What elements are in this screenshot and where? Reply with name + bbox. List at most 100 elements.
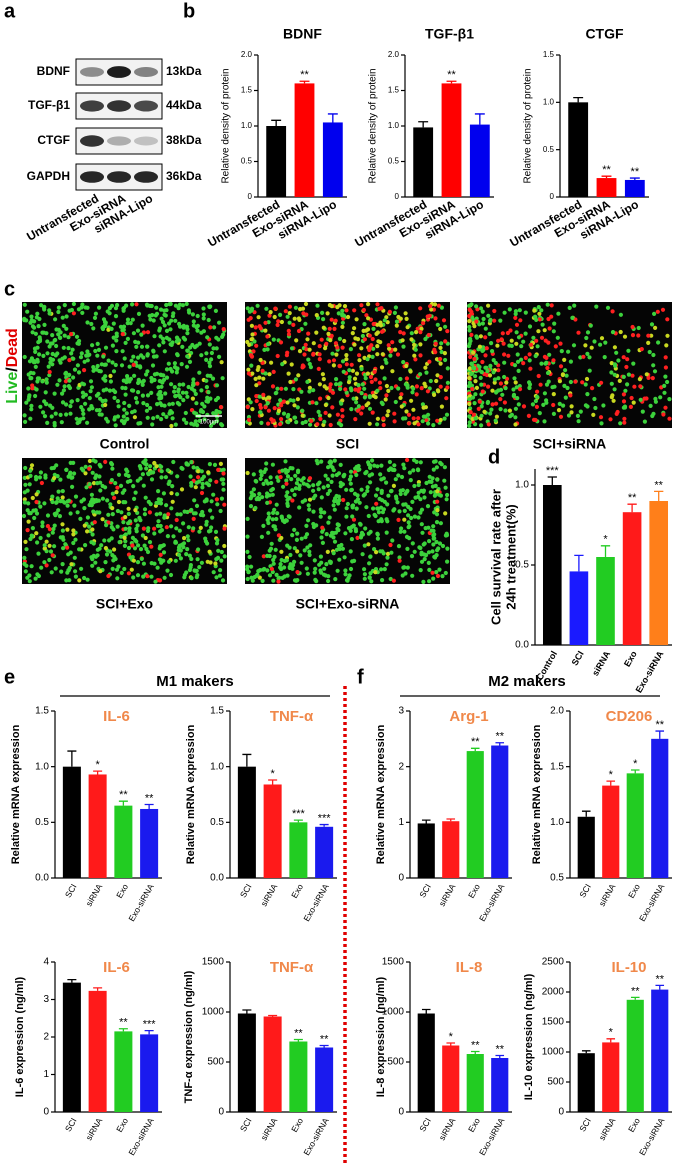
y-tick-label: 2500 — [542, 957, 565, 968]
cell — [89, 321, 94, 327]
cell — [367, 575, 372, 580]
cell — [49, 466, 54, 471]
cell — [345, 501, 350, 507]
error-bar — [474, 113, 485, 125]
cell — [245, 470, 250, 476]
cell — [382, 318, 387, 323]
cell — [609, 370, 614, 375]
bar — [491, 745, 509, 878]
cell — [45, 513, 51, 518]
cell — [182, 536, 187, 541]
cell — [219, 558, 224, 563]
cell — [438, 345, 443, 350]
cell — [250, 371, 255, 376]
error-bar — [418, 121, 429, 128]
y-tick-label: 1.5 — [543, 50, 555, 59]
bar — [263, 1016, 282, 1112]
cell — [293, 305, 298, 310]
cell — [445, 559, 450, 564]
cell — [485, 399, 491, 405]
cell — [478, 306, 484, 311]
cell — [617, 378, 622, 383]
error-bar — [655, 984, 665, 990]
cell — [337, 303, 342, 308]
cell — [106, 573, 111, 579]
cell — [304, 523, 309, 529]
cell — [491, 358, 496, 363]
cell — [434, 465, 439, 470]
cell — [335, 412, 340, 417]
cell — [502, 310, 507, 315]
cell — [410, 390, 415, 395]
cell — [508, 328, 513, 333]
cell — [121, 414, 126, 419]
error-bar — [271, 119, 282, 126]
cell — [127, 529, 132, 534]
cell — [45, 524, 51, 529]
cell — [498, 407, 503, 412]
cell — [63, 542, 68, 547]
cell — [587, 368, 592, 373]
cell — [394, 323, 399, 328]
cell — [56, 305, 62, 310]
cell — [368, 374, 374, 380]
bar — [602, 785, 620, 878]
cell — [175, 336, 180, 341]
y-tick-label: 0 — [218, 1107, 224, 1118]
cell — [94, 498, 99, 503]
cell — [22, 555, 27, 561]
error-bar — [573, 96, 584, 103]
cell — [22, 302, 27, 307]
cell — [32, 515, 37, 521]
cell — [169, 524, 174, 529]
cell — [531, 335, 536, 340]
cell — [145, 528, 151, 534]
cell — [64, 326, 69, 331]
cell — [380, 510, 385, 515]
cell — [409, 337, 414, 342]
significance: ** — [655, 973, 664, 985]
bar — [114, 805, 133, 878]
cell — [122, 488, 127, 493]
cell — [154, 512, 159, 517]
cell — [491, 370, 496, 375]
cell — [205, 373, 210, 378]
cell — [126, 571, 131, 576]
cell — [349, 362, 354, 367]
cell — [333, 577, 338, 582]
cell — [543, 338, 548, 343]
cell — [391, 483, 396, 488]
cell — [142, 507, 148, 512]
cell — [207, 462, 212, 467]
cell — [618, 312, 624, 317]
cell — [286, 332, 292, 337]
cell — [148, 317, 153, 322]
cell — [152, 526, 157, 531]
cell — [467, 324, 472, 330]
cell — [370, 354, 375, 359]
cell — [30, 330, 35, 335]
significance: *** — [546, 465, 560, 477]
cell — [309, 418, 314, 423]
cell — [421, 321, 426, 326]
cell — [335, 345, 340, 350]
cell — [57, 335, 63, 340]
cell — [445, 366, 450, 371]
cell — [47, 557, 52, 563]
cell — [386, 343, 391, 348]
cell — [259, 420, 264, 425]
cell — [170, 416, 175, 421]
cell — [175, 367, 180, 372]
cell — [321, 325, 326, 330]
cell — [399, 474, 405, 480]
cell — [539, 308, 544, 313]
cell — [436, 546, 441, 551]
blot-band — [107, 171, 131, 183]
cell — [70, 347, 75, 352]
cell — [108, 373, 113, 379]
cell — [171, 459, 176, 465]
cell — [129, 567, 134, 572]
y-tick-label: 1.0 — [241, 121, 253, 130]
cell — [366, 531, 371, 536]
cell — [274, 502, 279, 507]
